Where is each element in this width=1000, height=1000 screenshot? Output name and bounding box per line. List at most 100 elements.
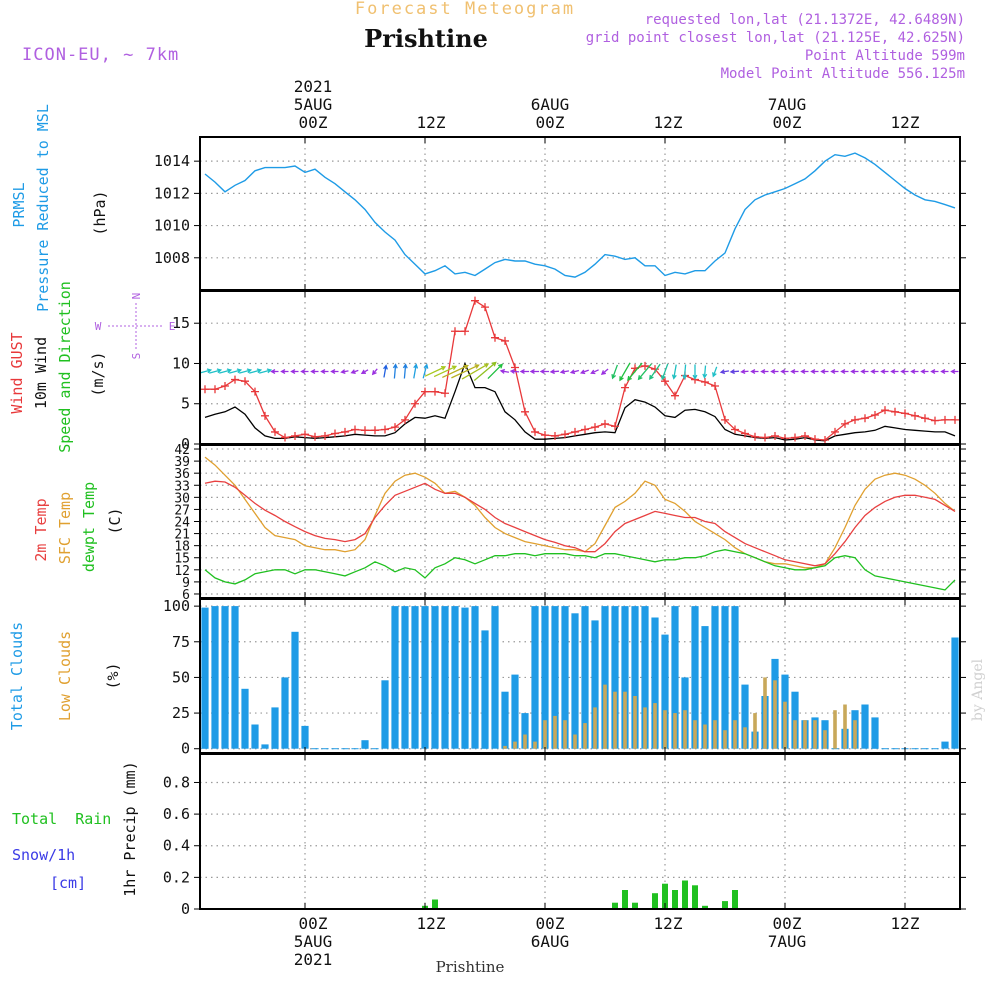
total-cloud-bar	[421, 606, 429, 749]
wind-arrow	[383, 364, 388, 378]
y-tick-label: 50	[172, 668, 190, 686]
y-tick-label: 0	[181, 435, 190, 453]
bottom-hour-tick: 12Z	[654, 914, 683, 933]
low-cloud-bar	[573, 734, 577, 749]
bottom-hour-tick: 00Z	[299, 914, 328, 933]
total-cloud-bar	[671, 606, 679, 749]
panel-frames	[199, 136, 961, 910]
gust-marker	[591, 423, 599, 432]
low-cloud-bar	[733, 720, 737, 749]
total-cloud-bar	[501, 691, 509, 749]
sfc-label: SFC Temp	[56, 492, 74, 564]
low-cloud-bar	[793, 720, 797, 749]
gust-marker	[791, 433, 799, 442]
y-tick-label: 0	[181, 900, 190, 918]
prmsl-sublabel: Pressure Reduced to MSL	[34, 104, 52, 312]
gust-marker	[231, 375, 239, 384]
wind-arrow	[499, 368, 510, 374]
rain-bar	[662, 883, 668, 909]
y-tick-label: 12	[174, 564, 190, 579]
gust-marker	[371, 426, 379, 435]
total-cloud-bar	[661, 634, 669, 749]
wind-arrow	[649, 363, 661, 381]
wind-arrow	[402, 363, 408, 379]
requested-coords: requested lon,lat (21.1372E, 42.6489N)	[645, 12, 965, 28]
total-cloud-bar	[621, 606, 629, 749]
y-tick-label: 15	[174, 552, 190, 567]
wind-arrow	[940, 369, 949, 375]
wind-arrow	[487, 363, 504, 380]
low-cloud-bar	[663, 710, 667, 749]
rain-bar	[622, 890, 628, 909]
wind-arrow	[519, 369, 529, 375]
gust-marker	[911, 411, 919, 420]
wind-arrow	[702, 365, 708, 379]
rain-bar	[732, 890, 738, 909]
y-tick-label: 39	[174, 455, 190, 470]
gust-marker	[321, 431, 329, 440]
compass-n: N	[130, 293, 143, 300]
gust-marker	[471, 296, 479, 305]
gust-marker	[261, 411, 269, 420]
station-footer: Prishtine	[436, 958, 505, 976]
gust-marker	[241, 377, 249, 386]
y-tick-label: 0.6	[163, 805, 190, 823]
wind-arrow	[229, 368, 243, 374]
y-tick-label: 1010	[154, 217, 190, 235]
wind-arrow	[611, 364, 619, 380]
wind-arrow	[422, 363, 429, 379]
clouds-panel: 0 25 50 75 100	[163, 597, 966, 758]
rain-bar	[702, 905, 708, 909]
wind-arrow	[860, 369, 869, 375]
wind-arrow	[890, 369, 899, 375]
wind-y-axis: 0 5 10 15	[172, 314, 966, 453]
wind-arrow	[619, 362, 631, 382]
low-cloud-bar	[583, 723, 587, 749]
y-tick-label: 30	[174, 491, 190, 506]
gust-marker	[441, 389, 449, 398]
total-cloud-bar	[701, 626, 709, 749]
low-cloud-bar	[763, 677, 767, 749]
gust-marker	[771, 431, 779, 440]
low-cloud-bar	[803, 720, 807, 749]
total-cloud-bar	[951, 637, 959, 749]
total-cloud-bar	[481, 630, 489, 749]
gust-marker	[921, 414, 929, 423]
wind-unit: (m/s)	[89, 351, 107, 396]
gust-marker	[811, 435, 819, 444]
pressure-unit: (hPa)	[91, 190, 109, 235]
total-cloud-bar	[861, 704, 869, 749]
gust-label: Wind GUST	[8, 332, 26, 413]
gust-marker	[641, 361, 649, 370]
wind-arrow	[340, 369, 349, 375]
wind-arrow	[950, 369, 959, 375]
gust-marker	[351, 425, 359, 434]
top-year-label: 2021	[294, 77, 333, 96]
top-day-label: 7AUG	[768, 95, 807, 114]
total-cloud-bar	[221, 606, 229, 749]
wind-arrow	[270, 369, 279, 375]
wind-arrow	[360, 369, 369, 374]
gust-marker	[561, 430, 569, 439]
total-cloud-bar	[651, 617, 659, 749]
gust-marker	[851, 415, 859, 424]
gust-line	[205, 299, 955, 441]
gust-marker	[391, 423, 399, 432]
y-tick-label: 24	[174, 516, 190, 531]
low-cloud-bar	[533, 741, 537, 749]
gust-marker	[431, 387, 439, 396]
compass-e: E	[169, 320, 176, 333]
total-cloud-bar	[361, 740, 369, 749]
panel-frame	[199, 136, 961, 291]
y-tick-label: 42	[174, 443, 190, 458]
low-clouds-label: Low Clouds	[56, 631, 74, 721]
gust-marker	[221, 382, 229, 391]
gust-marker	[541, 431, 549, 440]
wind-arrow	[209, 368, 223, 374]
gust-marker	[271, 427, 279, 436]
wind-arrow	[840, 369, 849, 375]
compass-w: W	[95, 320, 102, 333]
wind-arrow	[473, 361, 497, 382]
low-cloud-bar	[553, 715, 557, 749]
